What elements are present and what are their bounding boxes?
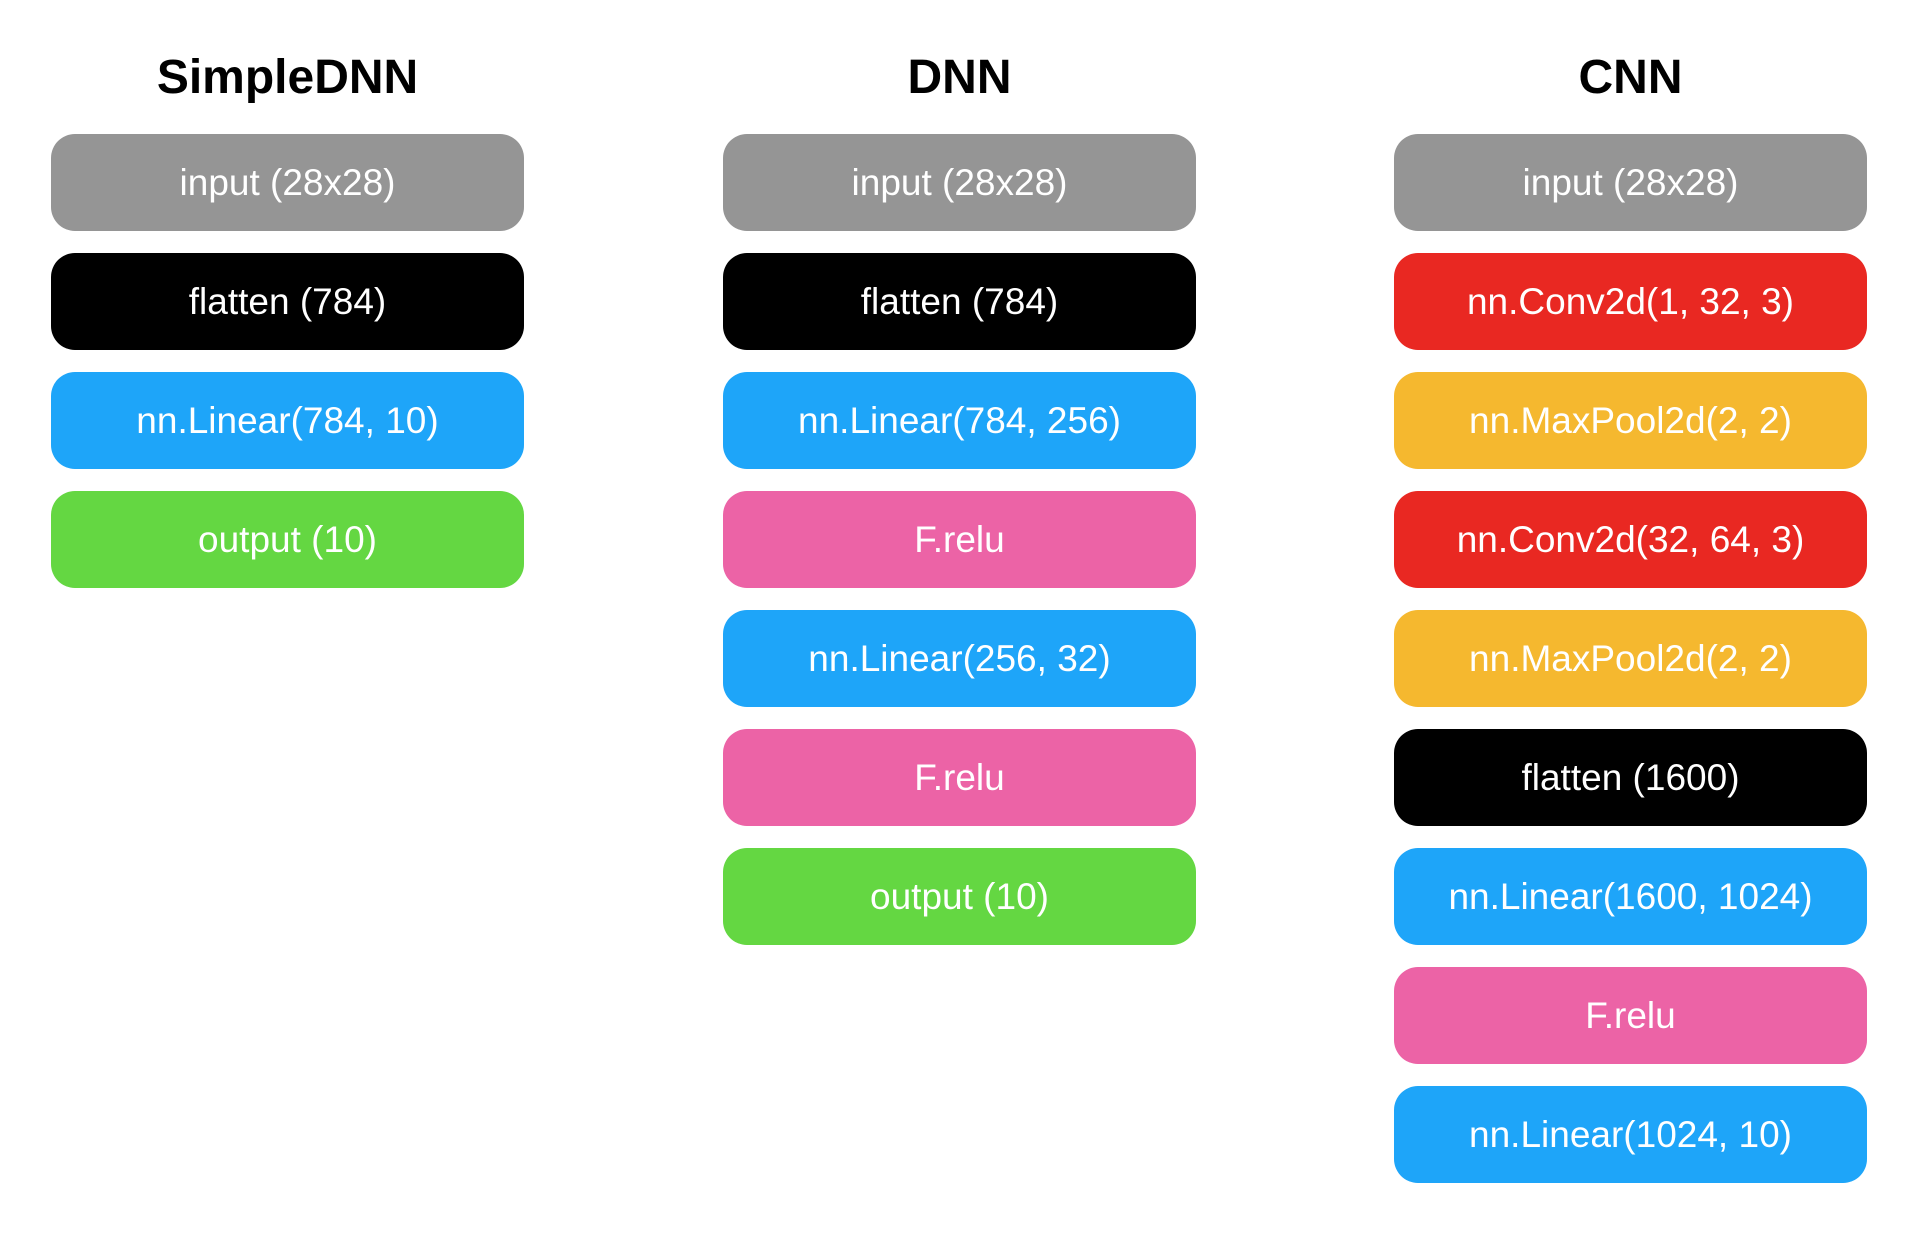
simplednn-linear-layer: nn.Linear(784, 10) bbox=[51, 372, 524, 469]
simplednn-title: SimpleDNN bbox=[156, 51, 419, 104]
cnn-maxpool-layer-1: nn.MaxPool2d(2, 2) bbox=[1394, 372, 1867, 469]
cnn-title: CNN bbox=[1578, 51, 1683, 104]
dnn-flatten-layer: flatten (784) bbox=[723, 253, 1196, 350]
cnn-input-layer: input (28x28) bbox=[1394, 134, 1867, 231]
simplednn-output-layer: output (10) bbox=[51, 491, 524, 588]
dnn-output-layer: output (10) bbox=[723, 848, 1196, 945]
cnn-linear-layer-2: nn.Linear(1024, 10) bbox=[1394, 1086, 1867, 1183]
dnn-linear-layer-2: nn.Linear(256, 32) bbox=[723, 610, 1196, 707]
cnn-conv-layer-1: nn.Conv2d(1, 32, 3) bbox=[1394, 253, 1867, 350]
dnn-title: DNN bbox=[907, 51, 1012, 104]
dnn-input-layer: input (28x28) bbox=[723, 134, 1196, 231]
simplednn-input-layer: input (28x28) bbox=[51, 134, 524, 231]
cnn-linear-layer-1: nn.Linear(1600, 1024) bbox=[1394, 848, 1867, 945]
dnn-relu-layer-1: F.relu bbox=[723, 491, 1196, 588]
cnn-maxpool-layer-2: nn.MaxPool2d(2, 2) bbox=[1394, 610, 1867, 707]
cnn-relu-layer: F.relu bbox=[1394, 967, 1867, 1064]
dnn-linear-layer-1: nn.Linear(784, 256) bbox=[723, 372, 1196, 469]
dnn-relu-layer-2: F.relu bbox=[723, 729, 1196, 826]
cnn-flatten-layer: flatten (1600) bbox=[1394, 729, 1867, 826]
cnn-conv-layer-2: nn.Conv2d(32, 64, 3) bbox=[1394, 491, 1867, 588]
simplednn-flatten-layer: flatten (784) bbox=[51, 253, 524, 350]
